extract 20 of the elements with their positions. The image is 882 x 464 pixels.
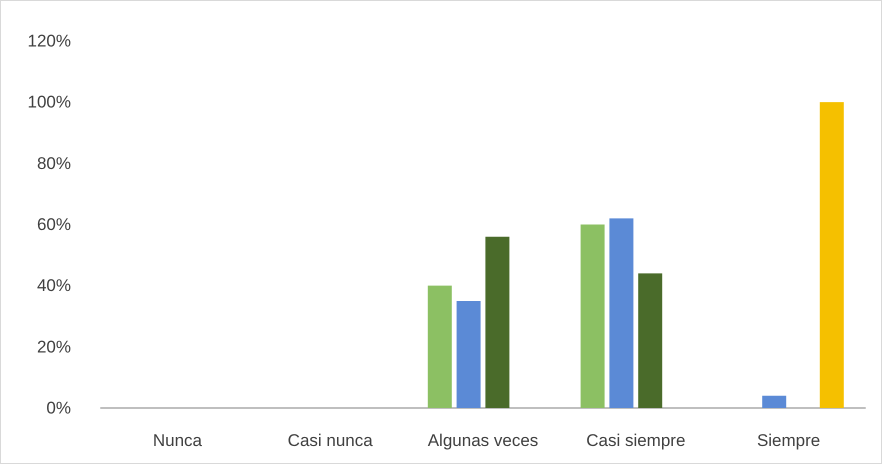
x-tick-label: Siempre xyxy=(756,431,820,450)
x-tick-label: Casi siempre xyxy=(586,431,686,450)
bar xyxy=(609,218,634,408)
bar xyxy=(762,396,786,408)
x-tick-label: Algunas veces xyxy=(428,431,538,450)
y-tick-label: 0% xyxy=(46,398,71,418)
x-tick-label: Nunca xyxy=(152,431,203,450)
y-tick-label: 60% xyxy=(36,215,71,234)
bar xyxy=(580,224,605,408)
bar xyxy=(638,273,662,408)
y-tick-label: 100% xyxy=(28,92,71,112)
y-tick-label: 80% xyxy=(36,154,71,173)
x-tick-label: Casi nunca xyxy=(288,431,374,450)
y-tick-label: 120% xyxy=(28,32,71,50)
bar xyxy=(456,300,481,408)
bar xyxy=(485,236,510,408)
y-tick-label: 40% xyxy=(36,276,71,296)
y-tick-label: 20% xyxy=(36,337,71,356)
bar xyxy=(820,102,844,408)
bar xyxy=(428,286,452,408)
